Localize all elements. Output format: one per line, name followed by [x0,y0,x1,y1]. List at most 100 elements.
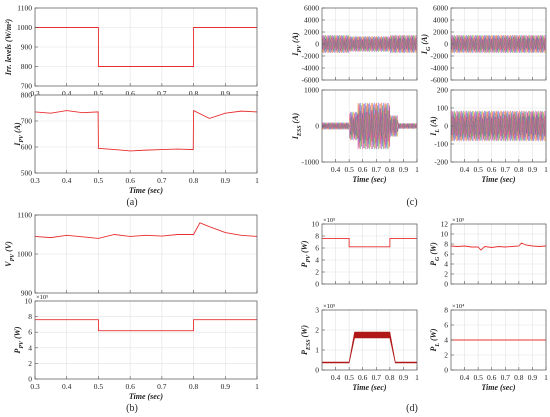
x-tick-label: 0.9 [528,165,538,174]
series-line [322,237,417,248]
series-line [451,242,546,251]
x-tick-label: 0.6 [125,382,135,391]
y-tick-label: 10 [441,230,449,239]
y-axis-label: Irr. levels (W/m²) [4,18,13,76]
series-group [451,34,546,54]
x-tick-label: 1 [415,165,419,174]
y-tick-label: 10 [312,220,320,229]
subplot: 0 2 4 6 8 10 PPV (W) ×10⁵ [300,217,418,289]
subplot: 0 2 4 6 8 10 0.3 0.4 0.5 0.6 0.7 0.8 0.9 1 PPV (W) Time… [13,294,259,401]
y-tick-label: 0 [315,40,319,49]
phase-line [451,110,546,142]
y-tick-label: -100 [434,140,448,149]
y-tick-label: -6000 [431,76,449,85]
y-axis-label: PPV (W) [13,326,25,353]
scale-exponent: ×10⁴ [452,303,465,310]
y-tick-label: 4 [315,256,319,265]
x-tick-label: 0.9 [399,165,409,174]
subplot: -1000 0 1000 0.4 0.5 0.6 0.7 0.8 0.9 1 IESS (A) Tim… [291,86,419,185]
x-axis-label: Time (sec) [129,186,163,195]
y-tick-label: 6000 [304,4,319,13]
plot-area [322,310,417,370]
y-axis-label: IPV (A) [291,32,303,57]
subplot: 0 2 4 6 8 0.4 0.5 0.6 0.7 0.8 0.9 1 PL (W) Time (sec)… [429,303,548,392]
subplot: 900 1000 1100 VPV (V) [4,211,258,298]
series-group [35,109,257,152]
x-tick-label: 0.8 [189,176,199,185]
series-group [322,331,417,364]
y-axis-label: IG (A) [420,34,432,55]
y-tick-label: -6000 [302,76,320,85]
y-tick-label: -4000 [302,64,320,73]
x-tick-label: 1 [255,382,259,391]
y-tick-label: 8 [444,240,448,249]
y-tick-label: -2000 [302,52,320,61]
y-tick-label: 0 [315,280,319,289]
y-tick-label: 10 [25,297,33,306]
y-tick-label: 2 [315,326,319,335]
y-tick-label: 700 [21,82,33,91]
x-tick-label: 0.9 [399,373,409,382]
y-tick-label: 800 [21,91,33,100]
caption-a: (a) [126,197,137,208]
y-tick-label: 600 [21,143,33,152]
plot-area [35,95,257,173]
series-group [322,34,417,54]
y-axis-label: PPV (W) [300,240,312,267]
x-tick-label: 0.4 [331,165,341,174]
y-tick-label: 0 [444,40,448,49]
plot-area [322,224,417,284]
subplot: -6000 -4000 -2000 0 2000 4000 6000 IG (A) [420,4,547,85]
y-tick-label: 0 [28,375,32,384]
y-axis-label: IL (A) [429,116,441,137]
x-tick-label: 0.4 [62,382,72,391]
x-tick-label: 0.5 [473,373,483,382]
phase-line [322,103,417,150]
x-tick-label: 1 [255,89,259,98]
y-tick-label: 2 [315,268,319,277]
series-group [322,102,417,150]
series-group [35,27,257,67]
x-tick-label: 0.5 [94,382,104,391]
phase-line [451,34,546,54]
y-tick-label: 4000 [304,16,319,25]
series-line [35,222,257,239]
x-tick-label: 1 [544,373,548,382]
x-tick-label: 0.8 [514,373,524,382]
x-axis-label: Time (sec) [352,383,386,392]
x-axis-label: Time (sec) [352,175,386,184]
y-tick-label: 1000 [17,23,32,32]
y-tick-label: 900 [21,43,33,52]
x-tick-label: 0.7 [372,373,382,382]
x-tick-label: 0.7 [157,89,167,98]
scale-exponent: ×10⁵ [36,294,48,301]
y-tick-label: 900 [21,289,33,298]
y-tick-label: -1000 [302,158,320,167]
y-tick-label: 6 [444,321,448,330]
y-tick-label: 0 [315,122,319,131]
caption-d: (d) [406,403,418,414]
x-tick-label: 0.9 [528,373,538,382]
x-tick-label: 0.6 [487,165,497,174]
y-tick-label: 4 [444,336,448,345]
plot-area [35,301,257,379]
x-tick-label: 0.8 [189,89,199,98]
x-tick-label: 0.7 [157,176,167,185]
x-tick-label: 0.5 [344,165,354,174]
x-axis-label: Time (sec) [129,392,163,401]
y-tick-label: 2000 [433,28,448,37]
y-tick-label: -200 [434,158,448,167]
scale-exponent: ×10⁵ [323,303,335,310]
series-group [451,110,546,142]
x-tick-label: 0.8 [189,382,199,391]
x-tick-label: 0.5 [473,165,483,174]
x-tick-label: 0.6 [358,165,368,174]
y-axis-label: PL (W) [429,328,441,351]
series-group [451,242,546,251]
axes-frame [34,94,258,174]
y-tick-label: 0 [444,122,448,131]
scale-exponent: ×10⁵ [323,217,335,224]
y-tick-label: 8 [315,232,319,241]
